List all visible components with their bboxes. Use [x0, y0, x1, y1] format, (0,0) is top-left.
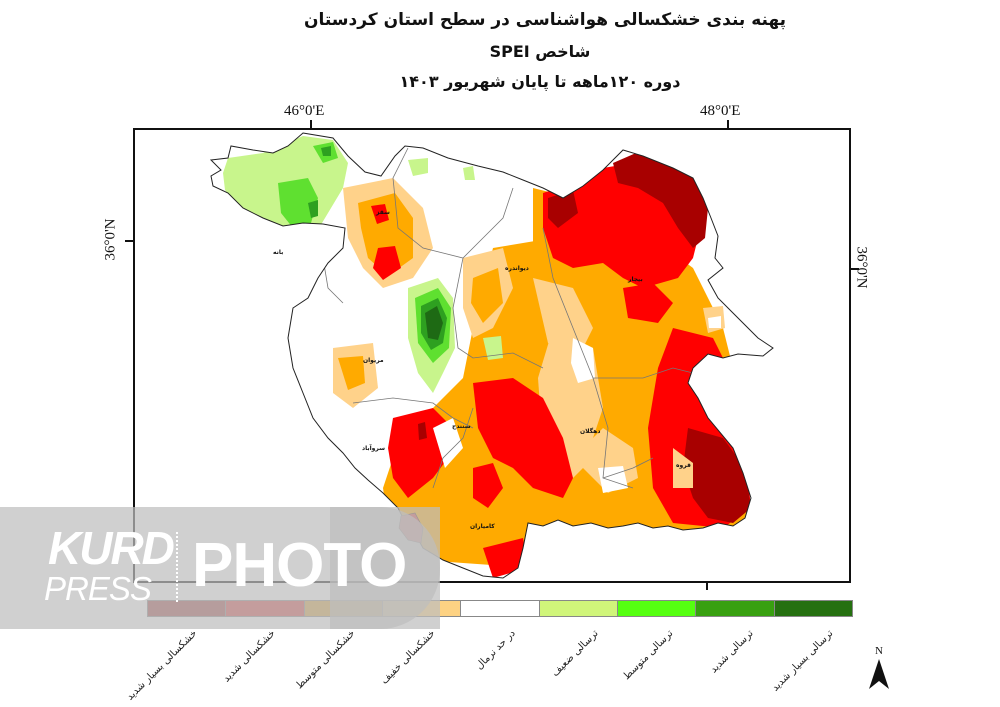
- longitude-tick-46: [310, 120, 312, 129]
- latitude-label-left: 36°0'N: [102, 218, 119, 261]
- legend-label-weak-wet: ترسالی ضعیف: [549, 628, 601, 679]
- map-subtitle-period: دوره ۱۲۰ماهه تا پایان شهریور ۱۴۰۳: [399, 72, 681, 91]
- city-label-dehgolan: دهگلان: [580, 427, 600, 435]
- longitude-tick-48: [727, 120, 729, 129]
- longitude-tick-bottom: [706, 582, 708, 590]
- legend-label-moderate-wet: ترسالی متوسط: [621, 628, 676, 683]
- legend-swatch-severe-wet: [696, 601, 775, 616]
- legend-label-extreme-drought: خشکسالی بسیار شدید: [125, 628, 200, 703]
- latitude-tick-right: [851, 268, 859, 270]
- legend-label-mild-drought: خشکسالی خفیف: [379, 628, 438, 687]
- latitude-tick-left: [125, 240, 134, 242]
- legend-label-severe-drought: خشکسالی شدید: [221, 628, 278, 685]
- watermark-brand-press: PRESS: [44, 570, 152, 607]
- city-label-divandarreh: دیواندره: [505, 265, 529, 272]
- longitude-label-48: 48°0'E: [700, 103, 741, 119]
- legend-label-severe-wet: ترسالی شدید: [708, 628, 756, 676]
- map-subtitle-index: شاخص SPEI: [489, 42, 591, 61]
- north-arrow: N: [868, 645, 890, 695]
- longitude-label-46: 46°0'E: [284, 103, 325, 119]
- city-label-kamyaran: کامیاران: [470, 523, 495, 530]
- north-label: N: [875, 645, 883, 657]
- watermark-brand-kurd: KURD: [48, 522, 175, 574]
- north-arrow-icon: [869, 659, 889, 689]
- legend-swatch-extreme-wet: [774, 601, 852, 616]
- legend-label-moderate-drought: خشکسالی متوسط: [294, 628, 358, 692]
- watermark-separator: [176, 532, 178, 602]
- city-label-sanandaj: سنندج: [452, 423, 471, 430]
- city-label-marivan: مریوان: [363, 357, 384, 364]
- city-label-baneh: بانه: [273, 249, 283, 256]
- legend-swatch-normal: [461, 601, 540, 616]
- watermark-photo-text: PHOTO: [192, 531, 407, 600]
- drought-map: سقز بانه دیواندره بیجار مریوان سنندج سرو…: [209, 132, 774, 579]
- city-label-bijar: بیجار: [627, 276, 643, 283]
- city-label-qorveh: قروه: [676, 462, 691, 469]
- watermark-band-end: [330, 507, 440, 629]
- legend-swatch-weak-wet: [539, 601, 618, 616]
- map-title: پهنه بندی خشکسالی هواشناسی در سطح استان …: [303, 10, 787, 30]
- city-label-sarvabad: سروآباد: [362, 443, 385, 452]
- legend-label-extreme-wet: ترسالی بسیار شدید: [770, 628, 836, 694]
- map-frame: [133, 128, 851, 583]
- city-label-saqqez: سقز: [375, 209, 390, 216]
- legend-swatch-moderate-wet: [617, 601, 697, 616]
- legend-label-normal: در حد نرمال: [473, 628, 518, 672]
